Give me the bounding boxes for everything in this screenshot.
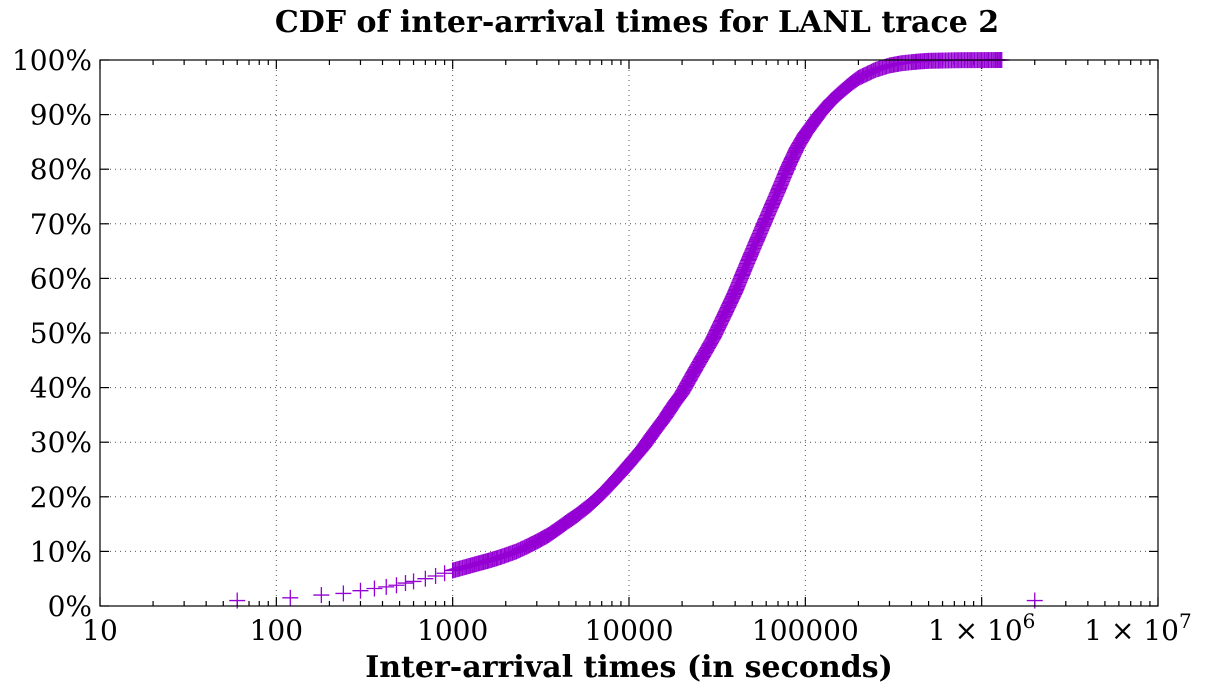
y-tick-label: 70% <box>30 208 92 241</box>
data-point <box>313 587 330 604</box>
x-tick-label: 100 <box>250 614 303 647</box>
data-point <box>352 582 369 599</box>
data-point <box>397 575 414 592</box>
x-tick-label: 10 <box>82 614 118 647</box>
plot-frame <box>99 59 1159 607</box>
y-tick-label: 10% <box>30 535 92 568</box>
data-point <box>388 577 405 594</box>
y-tick-label: 30% <box>30 426 92 459</box>
data-points <box>229 52 1043 609</box>
axis-ticks <box>99 59 1159 607</box>
y-tick-label: 20% <box>30 481 92 514</box>
y-tick-label: 50% <box>30 317 92 350</box>
data-point <box>427 567 444 584</box>
grid <box>100 60 1158 606</box>
y-tick-label: 60% <box>30 262 92 295</box>
x-axis-label: Inter-arrival times (in seconds) <box>365 650 893 685</box>
y-tick-label: 90% <box>30 99 92 132</box>
x-tick-label: 1 × 107 <box>1084 609 1191 647</box>
data-point <box>335 585 352 602</box>
y-tick-label: 40% <box>30 372 92 405</box>
data-point <box>405 573 422 590</box>
x-tick-labels: 10 100 1000 10000 100000 1 × 106 1 × 107 <box>82 609 1192 647</box>
data-point <box>366 580 383 597</box>
y-tick-labels: 0% 10% 20% 30% 40% 50% 60% 70% 80% 90% 100% <box>12 44 92 623</box>
data-point <box>417 570 434 587</box>
x-tick-label: 1 × 106 <box>928 609 1035 647</box>
y-tick-label: 0% <box>48 590 92 623</box>
data-point <box>378 578 395 595</box>
data-point <box>282 589 299 606</box>
y-tick-label: 100% <box>12 44 92 77</box>
data-point <box>436 565 453 582</box>
x-tick-label: 100000 <box>752 614 859 647</box>
chart-title: CDF of inter-arrival times for LANL trac… <box>275 5 999 40</box>
y-tick-label: 80% <box>30 153 92 186</box>
x-tick-label: 1000 <box>417 614 488 647</box>
x-tick-label: 10000 <box>584 614 673 647</box>
